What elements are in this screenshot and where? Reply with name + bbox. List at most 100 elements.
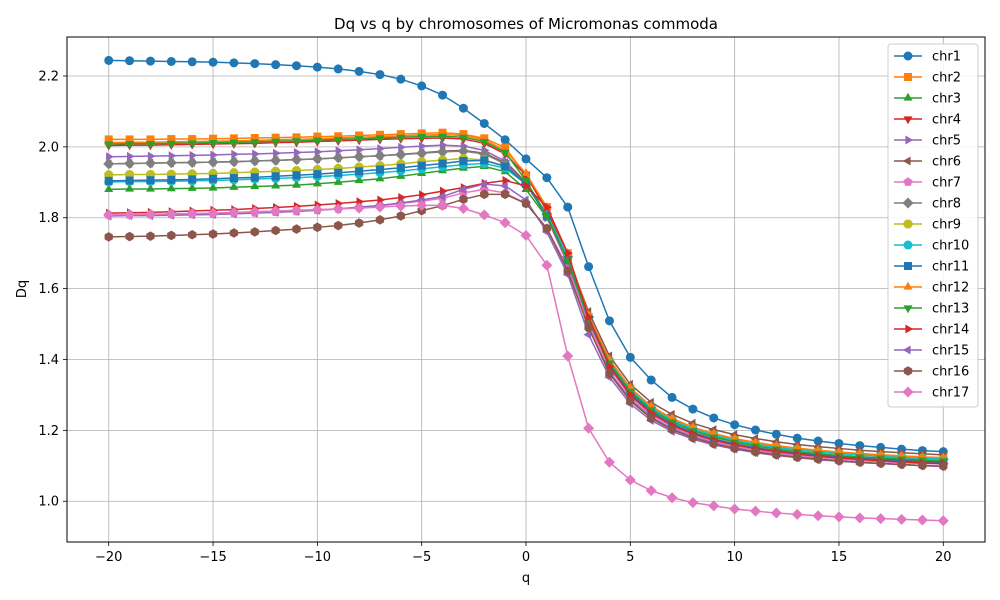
- data-point-chr1: [145, 56, 155, 66]
- legend-item-chr7: chr7: [894, 176, 961, 191]
- data-point-chr16: [939, 461, 948, 471]
- data-point-chr1: [396, 74, 406, 84]
- data-point-chr1: [312, 62, 322, 72]
- data-point-chr17: [645, 485, 657, 497]
- legend-item-chr14: chr14: [894, 323, 969, 338]
- data-point-chr8: [332, 152, 344, 164]
- data-point-chr17: [395, 200, 407, 212]
- data-point-chr14: [585, 312, 594, 322]
- data-point-chr1: [208, 57, 218, 67]
- legend-item-chr17: chr17: [894, 386, 969, 401]
- data-point-chr12: [855, 448, 865, 456]
- data-point-chr12: [667, 413, 677, 421]
- legend-label: chr7: [932, 176, 961, 191]
- series-chr17: [103, 199, 949, 527]
- y-axis-label: Dq: [15, 280, 30, 298]
- data-point-chr17: [833, 511, 845, 523]
- data-point-chr12: [771, 440, 781, 449]
- legend-label: chr8: [932, 197, 961, 212]
- data-point-chr8: [207, 156, 219, 168]
- legend-label: chr14: [932, 323, 969, 338]
- data-point-chr12: [730, 433, 740, 442]
- data-point-chr3: [208, 182, 218, 191]
- data-point-chr11: [459, 157, 468, 166]
- data-point-chr16: [647, 413, 656, 424]
- legend-swatch-marker: [904, 73, 912, 81]
- data-point-chr15: [437, 191, 446, 201]
- data-point-chr11: [209, 174, 218, 183]
- data-point-chr17: [124, 209, 136, 221]
- data-point-chr8: [228, 156, 240, 168]
- data-point-chr1: [125, 56, 135, 66]
- data-point-chr1: [771, 429, 781, 439]
- data-point-chr13: [166, 140, 176, 149]
- data-point-chr3: [354, 175, 364, 184]
- data-point-chr16: [459, 194, 468, 205]
- data-point-chr17: [687, 497, 699, 509]
- x-tick-label: −5: [412, 550, 431, 565]
- legend-label: chr11: [932, 260, 969, 275]
- legend-swatch-marker: [903, 366, 913, 376]
- data-point-chr11: [167, 175, 176, 184]
- data-point-chr13: [438, 133, 448, 142]
- data-point-chr1: [333, 64, 343, 74]
- data-point-chr16: [271, 225, 280, 236]
- data-point-chr11: [480, 156, 489, 165]
- data-point-chr16: [667, 424, 677, 435]
- legend-swatch-marker: [903, 219, 913, 229]
- legend-label: chr5: [932, 134, 961, 149]
- data-point-chr17: [270, 205, 282, 217]
- data-point-chr17: [708, 500, 720, 512]
- data-point-chr13: [479, 138, 489, 147]
- data-point-chr15: [499, 181, 508, 191]
- y-tick-label: 1.4: [38, 353, 59, 368]
- data-point-chr1: [584, 262, 594, 272]
- data-point-chr8: [311, 153, 323, 165]
- data-point-chr16: [730, 443, 739, 454]
- x-tick-label: −20: [95, 550, 122, 565]
- legend-label: chr6: [932, 155, 961, 170]
- legend-label: chr9: [932, 218, 961, 233]
- legend-label: chr12: [932, 281, 969, 296]
- legend-swatch-marker: [903, 177, 913, 186]
- data-point-chr1: [646, 375, 656, 385]
- data-point-chr16: [626, 396, 635, 406]
- legend-item-chr11: chr11: [894, 260, 969, 275]
- data-point-chr13: [145, 141, 155, 149]
- legend-swatch-marker: [905, 324, 914, 334]
- y-tick-label: 2.0: [38, 140, 59, 155]
- data-point-chr1: [792, 433, 802, 443]
- data-point-chr1: [542, 173, 552, 183]
- data-point-chr14: [502, 176, 511, 186]
- y-tick-label: 1.8: [38, 211, 59, 226]
- data-point-chr17: [165, 208, 177, 220]
- data-point-chr12: [751, 437, 760, 446]
- data-point-chr1: [438, 90, 448, 100]
- legend-label: chr16: [932, 365, 969, 380]
- data-point-chr17: [624, 474, 636, 486]
- data-point-chr11: [355, 167, 364, 176]
- legend-item-chr8: chr8: [894, 197, 961, 212]
- data-point-chr11: [104, 176, 113, 185]
- data-point-chr11: [375, 165, 384, 174]
- legend: chr1 chr2 chr3 chr4 chr5 chr6 chr7 chr8 chr9 chr1…: [887, 43, 979, 408]
- legend-item-chr9: chr9: [894, 218, 961, 233]
- data-point-chr1: [354, 66, 364, 76]
- data-point-chr13: [312, 137, 322, 146]
- data-point-chr5: [231, 149, 240, 159]
- data-point-chr17: [499, 217, 511, 229]
- data-point-chr16: [146, 231, 155, 241]
- data-point-chr17: [437, 199, 449, 211]
- data-point-chr17: [332, 203, 344, 215]
- data-point-chr11: [250, 173, 259, 182]
- legend-label: chr15: [932, 344, 969, 359]
- data-point-chr12: [813, 445, 823, 453]
- data-point-chr3: [292, 179, 301, 188]
- data-point-chr1: [104, 55, 114, 65]
- legend-swatch-marker: [904, 262, 912, 270]
- data-point-chr11: [438, 159, 447, 168]
- data-point-chr16: [521, 198, 531, 209]
- data-point-chr3: [104, 184, 114, 192]
- data-point-chr3: [250, 181, 260, 190]
